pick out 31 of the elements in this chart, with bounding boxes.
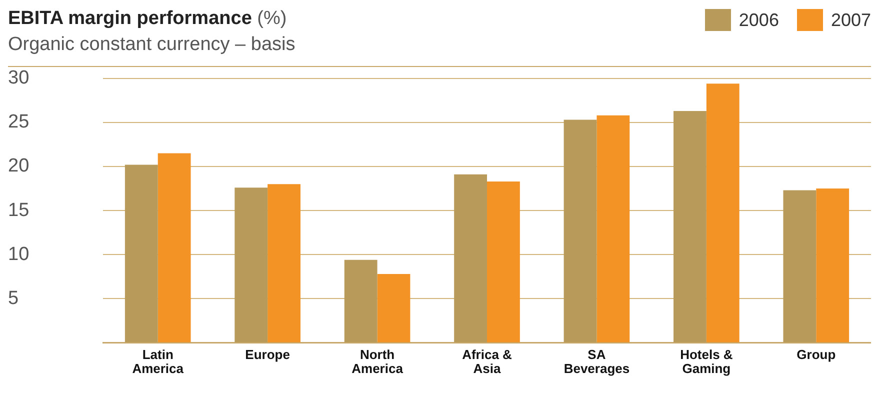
- chart-subtitle: Organic constant currency – basis: [8, 34, 296, 56]
- bar: [674, 110, 706, 342]
- bar: [234, 188, 268, 342]
- y-tick-label: 20: [8, 156, 30, 177]
- x-tick-label: Europe: [245, 347, 290, 362]
- bar: [377, 274, 410, 342]
- x-tick-label: Latin America: [132, 347, 184, 376]
- y-tick-label: 10: [8, 244, 30, 265]
- bar: [124, 164, 158, 342]
- legend-label: 2007: [830, 10, 871, 30]
- y-tick-label: 25: [8, 112, 30, 133]
- bar: [454, 174, 487, 342]
- bar: [816, 188, 850, 342]
- x-tick-label: SA Beverages: [564, 347, 630, 376]
- x-tick-label: Africa & Asia: [462, 347, 512, 376]
- x-tick-label: Hotels & Gaming: [680, 347, 733, 376]
- bar: [564, 120, 597, 342]
- legend-label: 2006: [738, 10, 779, 30]
- bar: [268, 184, 300, 342]
- x-tick-label: North America: [352, 347, 404, 376]
- y-tick-label: 5: [8, 288, 19, 309]
- y-tick-label: 15: [8, 200, 30, 221]
- bar: [344, 260, 378, 342]
- bar: [158, 153, 191, 342]
- bar: [596, 115, 630, 342]
- x-tick-label: Group: [796, 347, 836, 362]
- bar: [487, 181, 520, 342]
- y-tick-label: 30: [8, 68, 30, 89]
- bar: [783, 190, 816, 342]
- bar: [706, 84, 740, 342]
- chart-title: EBITA margin performance (%): [8, 8, 287, 29]
